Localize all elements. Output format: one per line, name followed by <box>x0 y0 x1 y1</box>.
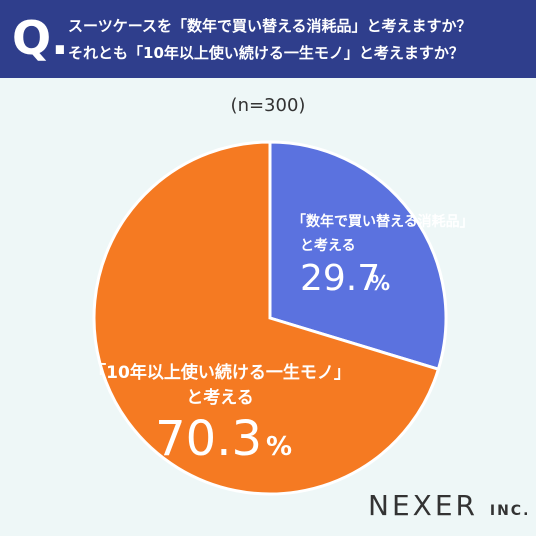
slice-long-unit: % <box>266 432 292 462</box>
question-line-2: それとも「10年以上使い続ける一生モノ」と考えますか？ <box>68 44 464 62</box>
slice-short-label-line2: と考える <box>300 237 356 254</box>
slice-long-term <box>92 140 441 496</box>
slice-long-label-line1: 「10年以上使い続ける一生モノ」 <box>89 362 351 383</box>
nexer-logo: NEXER INC. <box>368 490 530 527</box>
slice-short-value: 29.7 <box>300 258 380 299</box>
slice-long-label-line2: と考える <box>186 387 254 408</box>
sample-size: (n=300) <box>230 95 306 116</box>
slice-long-value: 70.3 <box>155 411 262 467</box>
slice-short-term <box>268 140 448 372</box>
slice-short-unit: % <box>370 271 390 295</box>
question-header: Q. スーツケースを「数年で買い替える消耗品」と考えますか？ それとも「10年以… <box>0 0 536 78</box>
question-line-1: スーツケースを「数年で買い替える消耗品」と考えますか？ <box>68 17 472 35</box>
logo-sub: INC. <box>489 503 531 519</box>
question-mark: Q. <box>12 11 69 65</box>
slice-short-label-line1: 「数年で買い替える消耗品」 <box>292 213 474 230</box>
logo-main: NEXER <box>368 489 478 522</box>
